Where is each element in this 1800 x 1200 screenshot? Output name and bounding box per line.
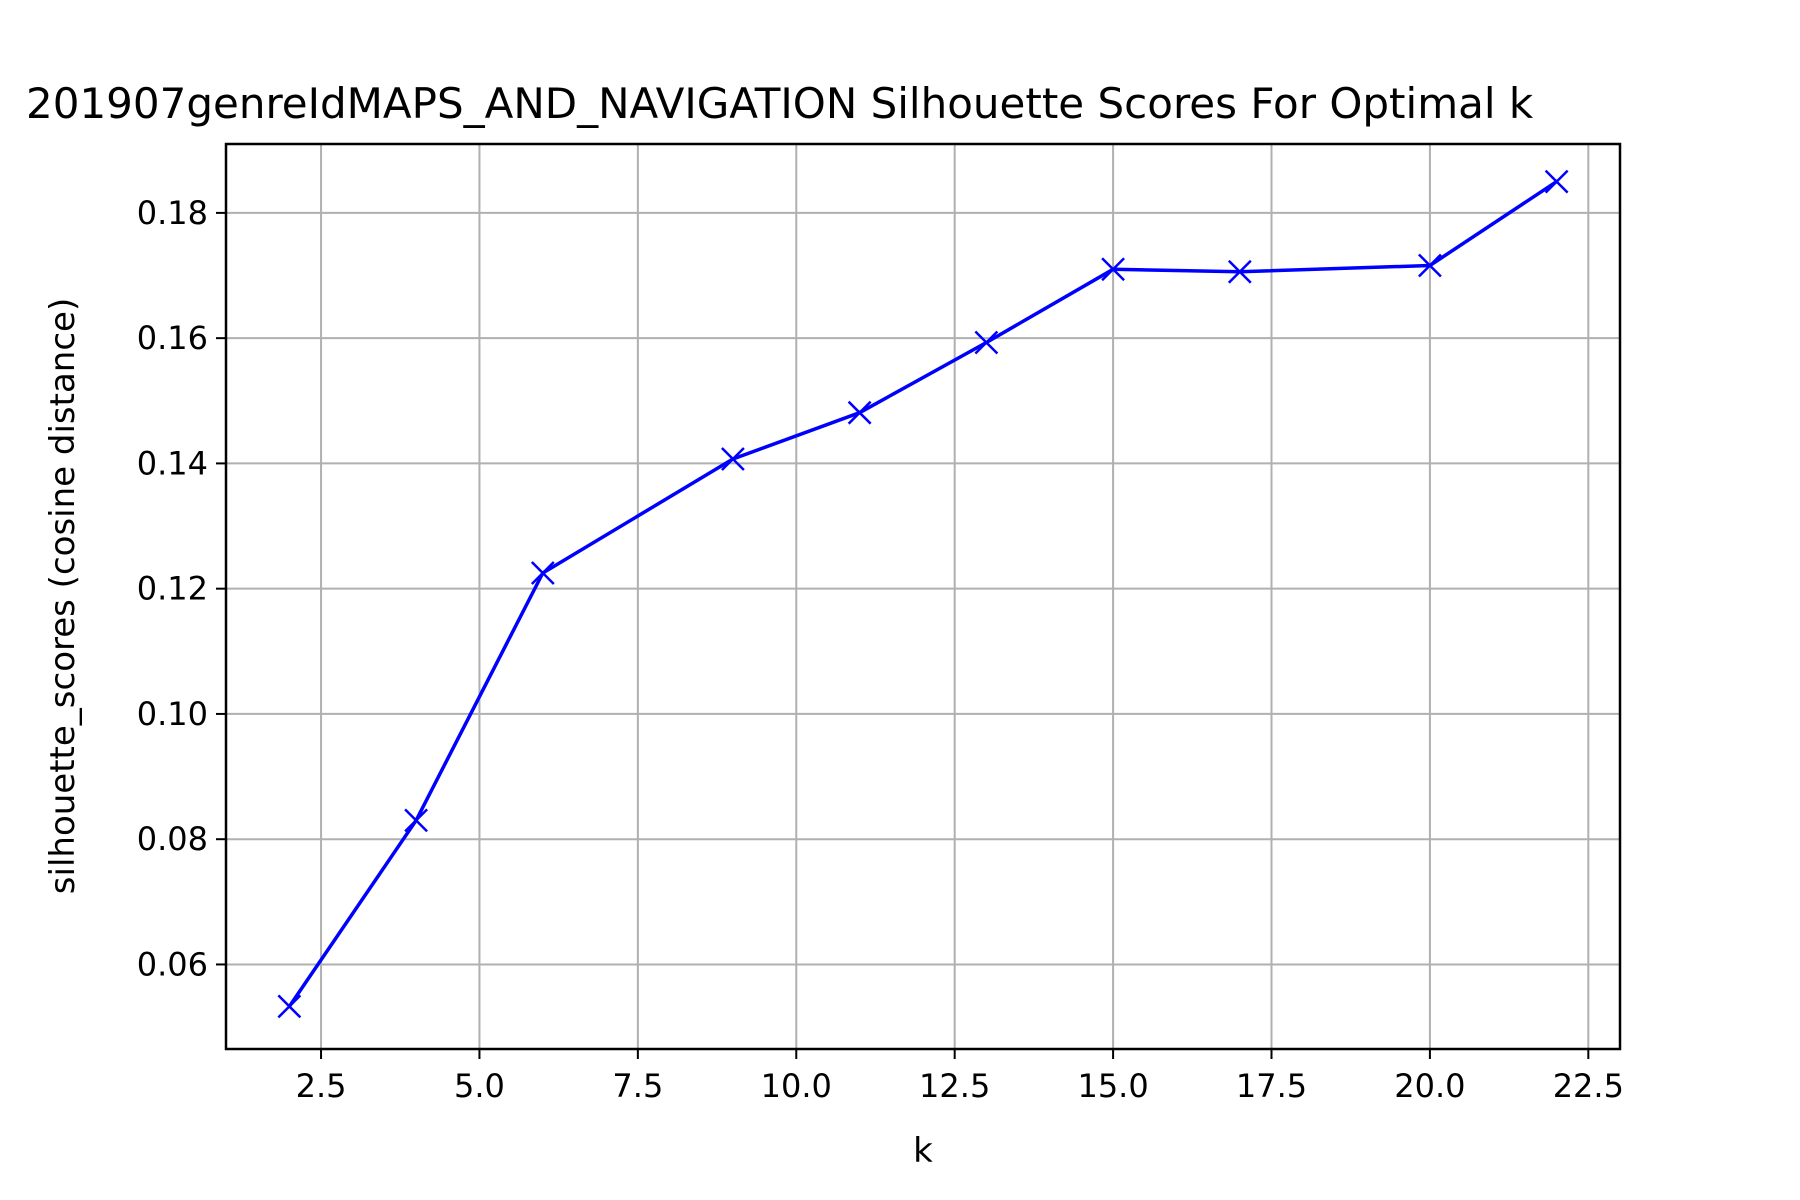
x-tick-label: 5.0 xyxy=(454,1067,505,1105)
chart-title: 201907genreIdMAPS_AND_NAVIGATION Silhoue… xyxy=(26,79,1534,128)
series-line xyxy=(287,179,1559,1009)
y-tick-label: 0.18 xyxy=(137,194,208,232)
data-point-marker xyxy=(530,561,555,585)
x-tick-label: 7.5 xyxy=(612,1067,663,1105)
data-point-marker xyxy=(1101,257,1125,282)
series-layer xyxy=(277,169,1569,1019)
ticks: 2.5 5.0 7.5 10.0 12.5 15.0 17.5 20.0 22.5 0.06 0.0… xyxy=(137,194,1624,1105)
data-point-marker xyxy=(277,994,302,1019)
y-axis-label: silhouette_scores (cosine distance) xyxy=(43,298,83,894)
x-tick-label: 2.5 xyxy=(296,1067,347,1105)
plot-frame xyxy=(224,142,1622,1051)
data-point-marker xyxy=(1227,259,1252,284)
x-tick-label: 22.5 xyxy=(1553,1067,1624,1105)
x-tick-label: 15.0 xyxy=(1077,1067,1148,1105)
data-point-marker xyxy=(721,447,745,471)
y-tick-label: 0.12 xyxy=(137,570,208,608)
y-tick-label: 0.16 xyxy=(137,319,208,357)
y-tick-label: 0.06 xyxy=(137,945,208,983)
x-axis-label: k xyxy=(913,1131,933,1171)
x-tick-label: 10.0 xyxy=(761,1067,832,1105)
data-point-marker xyxy=(1544,169,1569,194)
data-point-marker xyxy=(847,400,872,425)
y-tick-label: 0.08 xyxy=(137,820,208,858)
x-tick-label: 17.5 xyxy=(1236,1067,1307,1105)
grid xyxy=(226,144,1620,1049)
data-point-marker xyxy=(974,330,999,355)
data-point-marker xyxy=(404,808,428,833)
y-tick-label: 0.10 xyxy=(137,695,208,733)
x-tick-label: 20.0 xyxy=(1394,1067,1465,1105)
y-tick-label: 0.14 xyxy=(137,444,208,482)
data-point-marker xyxy=(1418,253,1442,278)
x-tick-label: 12.5 xyxy=(919,1067,990,1105)
